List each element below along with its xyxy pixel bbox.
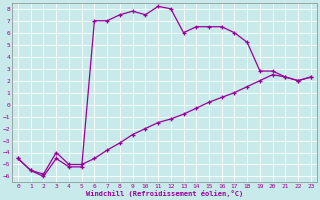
X-axis label: Windchill (Refroidissement éolien,°C): Windchill (Refroidissement éolien,°C)	[86, 190, 243, 197]
